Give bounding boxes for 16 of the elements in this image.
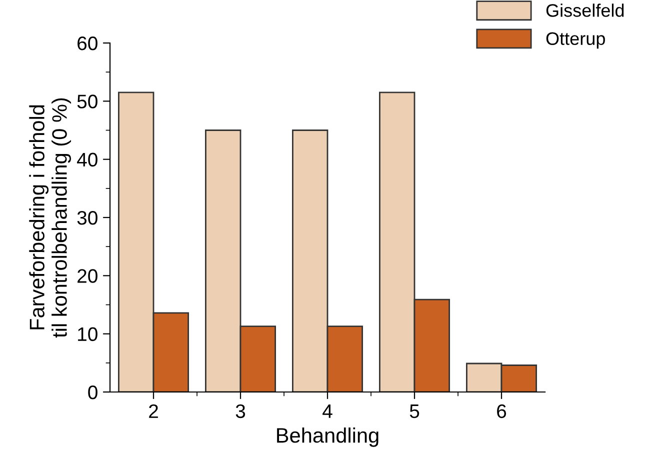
y-tick-label: 50: [77, 94, 98, 108]
y-tick-label: 60: [78, 36, 98, 50]
y-tick-label: 40: [77, 152, 98, 167]
y-tick-label: 10: [78, 327, 98, 342]
x-tick-label: 5: [410, 404, 420, 418]
y-tick-label: 0: [88, 385, 98, 400]
y-tick-label: 30: [77, 210, 98, 225]
x-tick-label: 2: [149, 404, 158, 418]
y-axis-title: Farveforbedring i forhold til kontrolbehandling (0 %): [29, 98, 72, 338]
x-axis-title: Behandling: [277, 427, 378, 447]
x-tick-label: 6: [497, 404, 506, 418]
x-tick-label: 3: [236, 404, 246, 418]
y-tick-label: 20: [78, 269, 98, 283]
legend-label: Otterup: [546, 32, 605, 49]
x-tick-label: 4: [322, 404, 332, 418]
legend-label: Gisselfeld: [546, 4, 624, 17]
